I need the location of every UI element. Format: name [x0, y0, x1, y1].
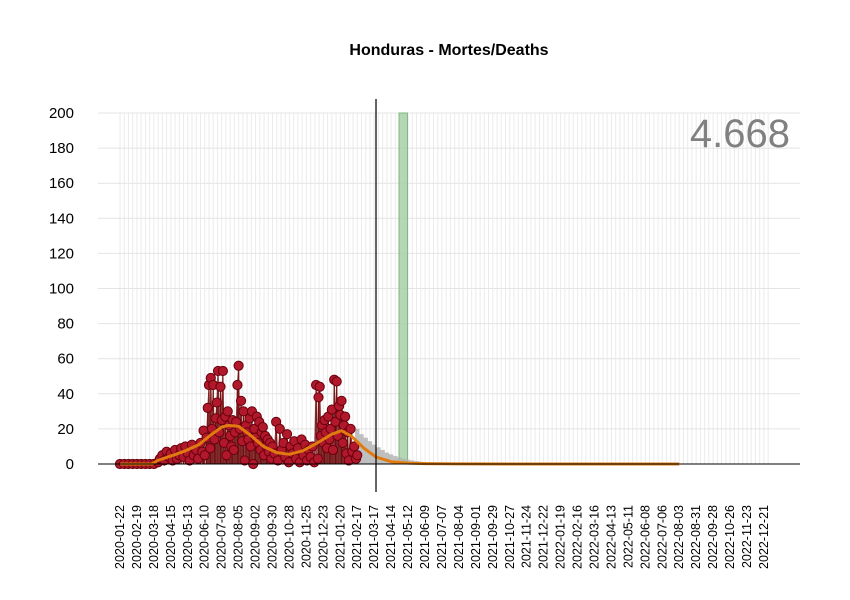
data-point	[330, 416, 341, 427]
projection-bar	[380, 449, 385, 464]
chart-title: Honduras - Mortes/Deaths	[349, 42, 548, 59]
data-point	[199, 450, 210, 461]
data-point	[281, 429, 293, 440]
projection-bar	[393, 456, 398, 464]
x-tick-label: 2021-10-27	[503, 505, 517, 569]
x-tick-label: 2020-03-18	[147, 505, 161, 569]
data-point	[331, 376, 342, 387]
smoothed-curve	[120, 423, 680, 466]
x-tick-label: 2021-09-29	[486, 505, 500, 569]
x-tick-label: 2020-04-15	[164, 505, 178, 569]
y-tick-label: 0	[66, 456, 74, 473]
y-tick-label: 160	[49, 175, 74, 192]
y-tick-label: 100	[49, 281, 74, 298]
x-tick-label: 2020-11-25	[299, 505, 313, 568]
x-tick-label: 2021-02-17	[350, 505, 364, 569]
data-point	[327, 444, 339, 456]
data-point	[233, 360, 244, 371]
data-point	[215, 381, 226, 392]
x-tick-label: 2021-12-22	[537, 505, 551, 569]
highlight-band-layer	[398, 112, 408, 465]
highlight-band	[398, 112, 408, 465]
x-tick-label: 2022-08-03	[672, 505, 686, 569]
y-tick-label: 180	[49, 140, 74, 157]
x-tick-label: 2022-12-21	[757, 505, 771, 569]
x-tick-label: 2020-09-30	[266, 505, 280, 569]
data-point	[274, 423, 285, 434]
x-tick-label: 2021-04-14	[384, 505, 398, 569]
projection-bar	[384, 452, 390, 464]
x-tick-label: 2020-06-10	[198, 505, 212, 569]
y-tick-label: 120	[49, 245, 74, 262]
x-tick-label: 2021-09-01	[469, 505, 483, 569]
projection-bar	[397, 457, 402, 464]
x-tick-label: 2021-01-20	[333, 505, 347, 569]
data-point	[337, 437, 348, 449]
x-tick-label: 2020-09-02	[249, 505, 263, 569]
x-tick-label: 2020-05-13	[181, 505, 195, 569]
data-point	[313, 392, 324, 403]
x-tick-label: 2022-03-16	[587, 505, 601, 569]
data-point	[209, 434, 220, 445]
x-tick-label: 2020-12-23	[316, 505, 330, 569]
x-tick-label: 2022-06-08	[638, 505, 652, 569]
data-point	[202, 402, 213, 413]
projection-bar	[359, 434, 364, 464]
data-point	[352, 450, 363, 461]
data-point	[336, 395, 347, 406]
y-tick-label: 40	[57, 386, 74, 403]
data-point	[312, 453, 324, 464]
x-tick-label: 2021-08-04	[452, 505, 466, 569]
x-tick-label: 2020-07-08	[215, 505, 229, 569]
data-point	[345, 423, 356, 434]
x-tick-label: 2022-11-23	[740, 505, 754, 568]
x-tick-label: 2021-03-17	[367, 505, 381, 569]
y-tick-label: 200	[49, 105, 74, 122]
x-axis: 2020-01-22 2020-02-19 2020-03-18 2020-04-15…	[113, 505, 771, 569]
x-tick-label: 2022-09-28	[706, 505, 720, 569]
data-point	[221, 450, 232, 461]
data-point	[340, 411, 351, 422]
data-point	[232, 379, 243, 391]
axis-layer	[98, 99, 800, 492]
x-tick-label: 2021-05-12	[401, 505, 415, 569]
x-tick-label: 2020-02-19	[130, 505, 144, 569]
x-tick-label: 2022-05-11	[621, 505, 635, 568]
x-tick-label: 2022-04-13	[604, 505, 618, 569]
y-tick-label: 80	[57, 316, 74, 333]
x-tick-label: 2020-10-28	[282, 505, 296, 569]
x-tick-label: 2021-07-07	[435, 505, 449, 569]
y-axis: 0 20 40 60 80 100 120 140 160 180 200	[49, 105, 74, 473]
data-point	[217, 365, 228, 377]
data-point	[314, 381, 325, 392]
x-tick-label: 2022-10-26	[723, 505, 737, 569]
x-tick-label: 2022-02-16	[571, 505, 585, 569]
y-tick-label: 140	[49, 210, 74, 227]
data-point	[228, 444, 239, 456]
data-point	[211, 397, 222, 408]
projection-bar	[388, 454, 394, 464]
data-point	[235, 395, 247, 406]
data-point	[257, 422, 268, 433]
data-point	[349, 441, 360, 452]
grid	[98, 112, 800, 465]
data-point	[222, 406, 233, 417]
projection-bar	[376, 447, 381, 464]
y-tick-label: 60	[57, 351, 74, 368]
x-tick-label: 2021-11-24	[520, 505, 534, 568]
x-tick-label: 2020-08-05	[232, 505, 246, 569]
smooth-layer	[120, 423, 680, 466]
data-point	[239, 455, 250, 466]
x-tick-label: 2022-01-19	[554, 505, 568, 569]
data-point	[205, 443, 216, 454]
y-tick-label: 20	[57, 421, 74, 438]
x-tick-label: 2022-07-06	[655, 505, 669, 569]
x-tick-label: 2020-01-22	[113, 505, 127, 569]
total-deaths-label: 4.668	[690, 112, 790, 156]
x-tick-label: 2021-06-09	[418, 505, 432, 569]
x-tick-label: 2022-08-31	[689, 505, 703, 569]
